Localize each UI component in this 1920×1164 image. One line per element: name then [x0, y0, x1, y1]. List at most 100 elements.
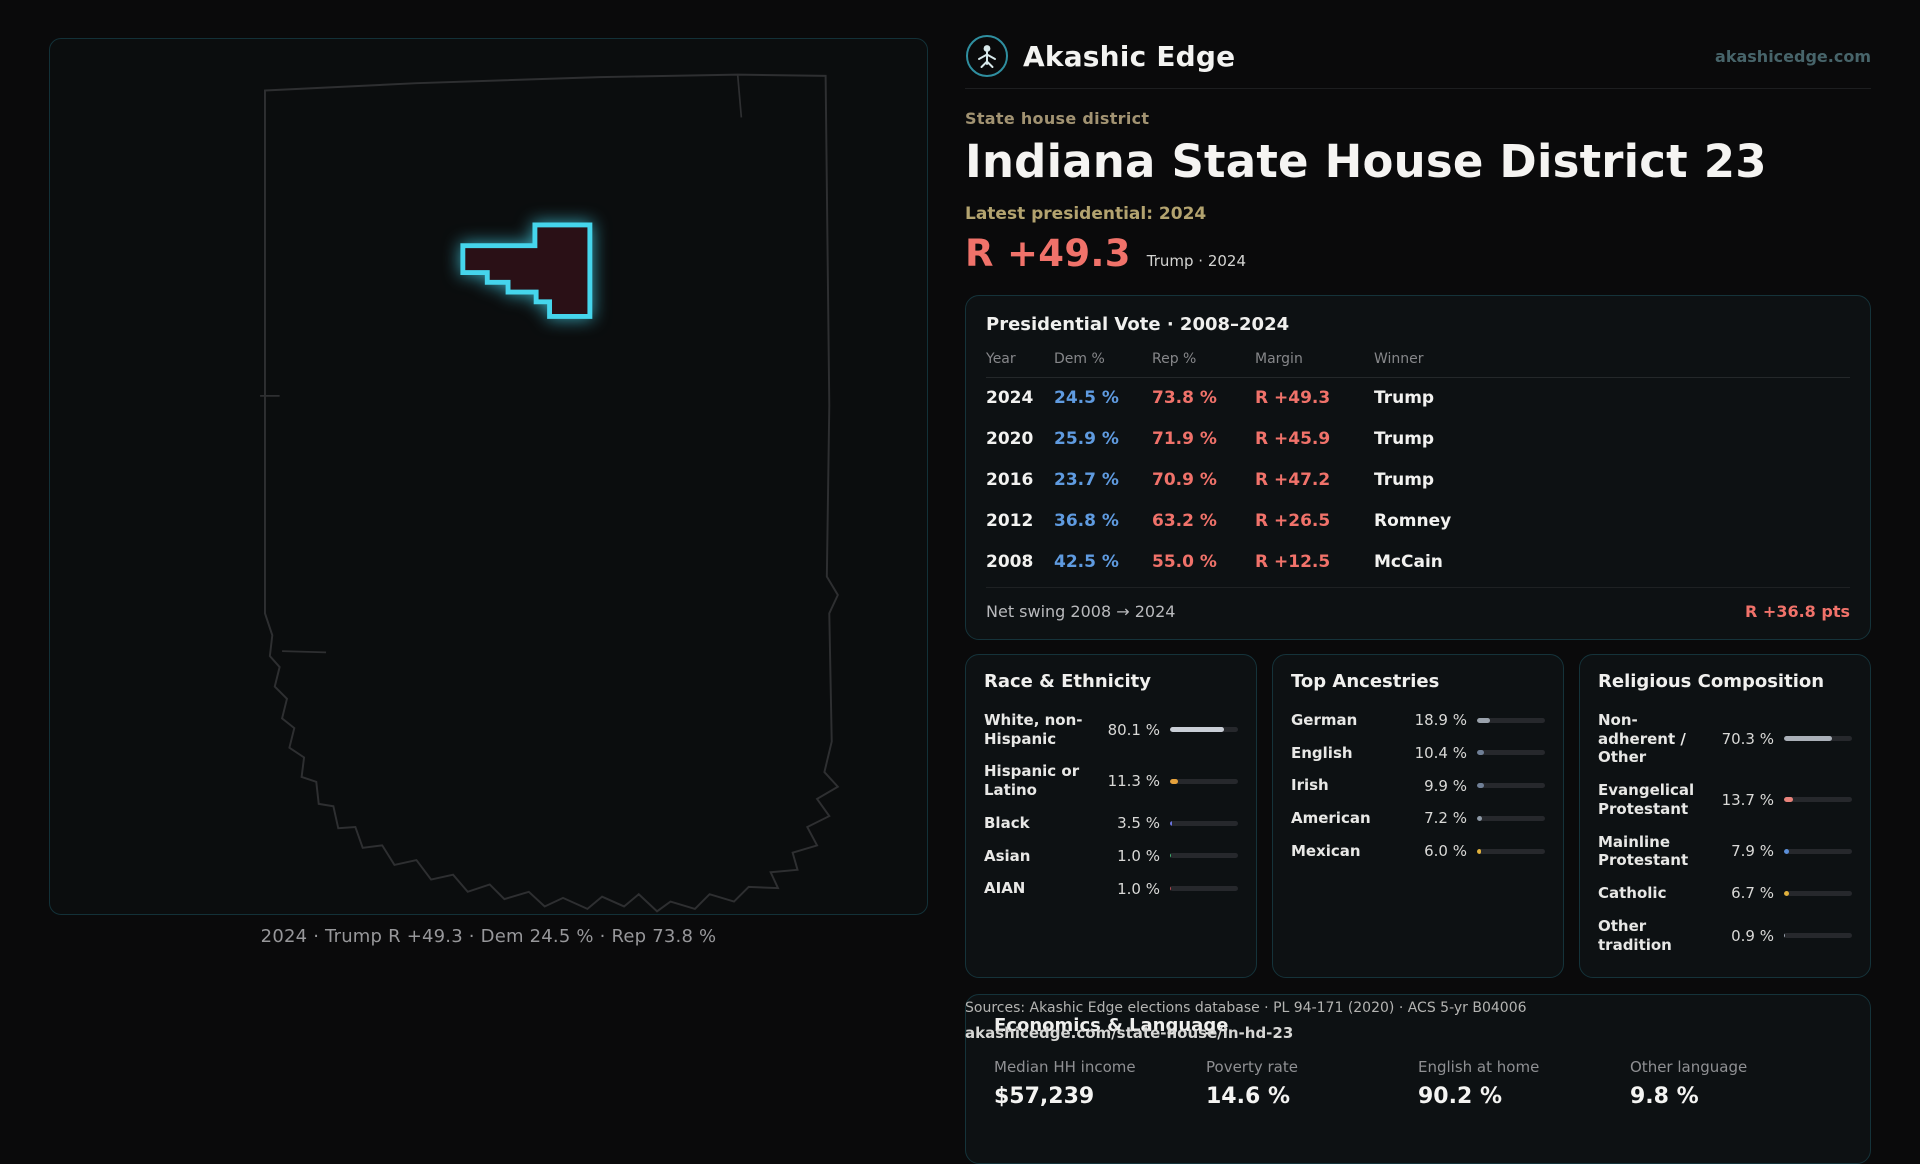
table-row: 2020 25.9 % 71.9 % R +45.9 Trump: [986, 419, 1850, 460]
ancestry-value: 18.9 %: [1414, 711, 1467, 730]
cell-rep: 55.0 %: [1152, 551, 1217, 572]
religion-value: 13.7 %: [1721, 790, 1774, 809]
race-bar: [1170, 886, 1238, 892]
religion-row: Other tradition 0.9 %: [1598, 910, 1852, 962]
cell-winner: Romney: [1374, 510, 1452, 531]
ancestry-label: English: [1291, 743, 1353, 762]
presidential-vote-title: Presidential Vote · 2008–2024: [986, 313, 1290, 335]
headline-margin: R +49.3 Trump · 2024: [965, 232, 1871, 275]
race-bar-fill: [1170, 778, 1178, 784]
economics-stat-label: English at home: [1418, 1058, 1540, 1077]
race-bar: [1170, 853, 1238, 859]
cell-year: 2012: [986, 510, 1034, 531]
religion-row: Mainline Protestant 7.9 %: [1598, 826, 1852, 878]
race-label: AIAN: [984, 879, 1026, 898]
presidential-vote-table: Year Dem % Rep % Margin Winner 2024 24.5 % 73.…: [986, 346, 1850, 583]
ancestry-value: 9.9 %: [1424, 776, 1467, 795]
religion-bar: [1784, 933, 1852, 938]
cell-year: 2016: [986, 469, 1034, 490]
ancestry-bar-fill: [1477, 750, 1485, 756]
religion-value: 0.9 %: [1731, 926, 1774, 945]
map-artifact: [282, 650, 327, 654]
religion-label: Non-adherent / Other: [1598, 710, 1686, 767]
cell-margin: R +12.5: [1255, 551, 1331, 572]
district-shape: [460, 222, 593, 319]
cell-margin: R +49.3: [1255, 387, 1331, 408]
ancestry-bar: [1477, 848, 1545, 854]
ancestry-row: Mexican 6.0 %: [1291, 835, 1545, 868]
ancestries-list: German 18.9 % English 10.4 % Irish 9.9 % Ameri…: [1291, 704, 1545, 868]
ancestries-card: Top Ancestries German 18.9 % English 10.4 %…: [1272, 653, 1564, 979]
cell-margin: R +47.2: [1255, 469, 1331, 490]
table-header-row: Year Dem % Rep % Margin Winner: [986, 346, 1850, 378]
page-title: Indiana State House District 23: [965, 135, 1767, 188]
race-value: 80.1 %: [1107, 720, 1160, 739]
cell-year: 2024: [986, 387, 1034, 408]
cell-rep: 70.9 %: [1152, 469, 1217, 490]
race-row: Hispanic or Latino 11.3 %: [984, 755, 1238, 807]
cell-rep: 63.2 %: [1152, 510, 1217, 531]
table-row: 2008 42.5 % 55.0 % R +12.5 McCain: [986, 542, 1850, 583]
religion-label: Mainline Protestant: [1598, 832, 1689, 870]
brand-domain-link[interactable]: akashicedge.com: [1715, 46, 1871, 66]
ancestry-bar: [1477, 717, 1545, 723]
religion-card: Religious Composition Non-adherent / Oth…: [1579, 653, 1871, 979]
headline-margin-context: Trump · 2024: [1146, 251, 1247, 270]
cell-dem: 42.5 %: [1054, 551, 1119, 572]
race-ethnicity-card: Race & Ethnicity White, non-Hispanic 80.1…: [965, 653, 1257, 979]
sources-footer: Sources: Akashic Edge elections database…: [965, 1000, 1527, 1042]
table-row: 2016 23.7 % 70.9 % R +47.2 Trump: [986, 460, 1850, 501]
presidential-vote-card: Presidential Vote · 2008–2024 Year Dem % R…: [965, 294, 1871, 640]
economics-stat: Poverty rate 14.6 %: [1206, 1058, 1418, 1109]
net-swing-label: Net swing 2008 → 2024: [986, 601, 1176, 621]
religion-value: 7.9 %: [1731, 842, 1774, 861]
race-label: White, non-Hispanic: [984, 710, 1083, 748]
religion-bar: [1784, 797, 1852, 803]
race-label: Black: [984, 813, 1030, 832]
religion-value: 6.7 %: [1731, 884, 1774, 903]
economics-stat: English at home 90.2 %: [1418, 1058, 1630, 1109]
economics-stat-value: 14.6 %: [1206, 1084, 1290, 1110]
cell-rep: 71.9 %: [1152, 428, 1217, 449]
ancestry-bar-fill: [1477, 783, 1484, 789]
race-label: Asian: [984, 846, 1031, 865]
race-label: Hispanic or Latino: [984, 762, 1080, 799]
economics-stat: Median HH income $57,239: [994, 1058, 1206, 1109]
ancestry-value: 10.4 %: [1414, 743, 1467, 762]
cell-margin: R +26.5: [1255, 510, 1331, 531]
map-artifact: [736, 74, 743, 118]
cell-year: 2008: [986, 551, 1034, 572]
ancestry-label: American: [1291, 809, 1371, 827]
religion-bar: [1784, 848, 1852, 854]
main-content: Akashic Edge akashicedge.com State house…: [965, 28, 1871, 1164]
latest-presidential-label: Latest presidential: 2024: [965, 203, 1207, 224]
religion-label: Other tradition: [1598, 916, 1672, 954]
economics-title: Economics & Language: [994, 1015, 1229, 1037]
headline-margin-value: R +49.3: [965, 231, 1131, 275]
table-column-header: Year: [986, 346, 1054, 378]
race-bar: [1170, 727, 1238, 732]
brand-name: Akashic Edge: [1023, 39, 1236, 73]
ancestry-label: Irish: [1291, 776, 1329, 795]
header: Akashic Edge akashicedge.com: [965, 28, 1871, 84]
sources-line: Sources: Akashic Edge elections database…: [965, 1000, 1527, 1016]
state-outline: [263, 73, 840, 913]
cell-rep: 73.8 %: [1152, 387, 1217, 408]
race-ethnicity-title: Race & Ethnicity: [984, 670, 1151, 692]
race-ethnicity-list: White, non-Hispanic 80.1 % Hispanic or Lat…: [984, 704, 1238, 905]
race-row: Black 3.5 %: [984, 807, 1238, 840]
table-column-header: Rep %: [1152, 346, 1255, 378]
race-row: White, non-Hispanic 80.1 %: [984, 704, 1238, 756]
ancestry-row: German 18.9 %: [1291, 704, 1545, 737]
ancestry-row: American 7.2 %: [1291, 802, 1545, 835]
religion-bar-fill: [1784, 736, 1832, 742]
state-map: [260, 73, 840, 913]
religion-value: 70.3 %: [1721, 729, 1774, 748]
net-swing-value: R +36.8 pts: [1745, 601, 1850, 621]
cell-dem: 25.9 %: [1054, 428, 1119, 449]
cell-winner: Trump: [1374, 469, 1435, 490]
ancestry-bar-fill: [1477, 815, 1482, 821]
religion-row: Catholic 6.7 %: [1598, 877, 1852, 910]
cell-margin: R +45.9: [1255, 428, 1331, 449]
table-row: 2012 36.8 % 63.2 % R +26.5 Romney: [986, 501, 1850, 542]
